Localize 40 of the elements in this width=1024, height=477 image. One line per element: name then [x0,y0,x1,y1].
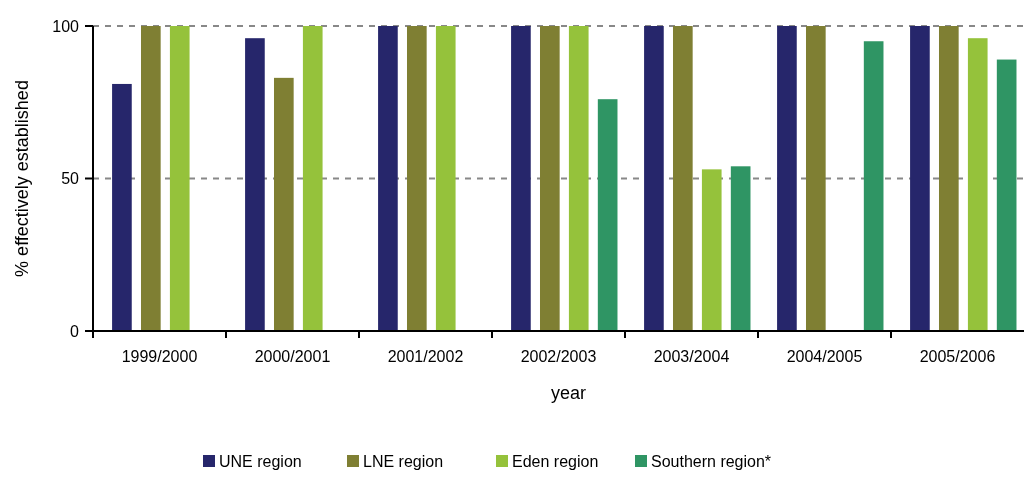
x-tick-label: 2004/2005 [786,348,863,365]
bar [274,77,294,331]
y-axis-title: % effectively established [12,80,32,277]
y-tick-label: 100 [52,17,80,35]
y-tick-label: 50 [61,170,80,188]
bar [435,26,456,331]
bar [939,26,959,331]
x-tick-label: 2005/2006 [919,348,996,365]
bar [673,26,693,331]
bar [996,59,1017,331]
bar [863,41,884,331]
bar [245,38,265,331]
x-axis-title: year [550,383,587,403]
bar [141,26,161,331]
bar [302,26,323,331]
bar [730,166,751,331]
bar [597,99,618,331]
bar [540,26,560,331]
bar [701,169,722,331]
x-tick-label: 1999/2000 [121,348,198,365]
bar [407,26,427,331]
bar [511,26,531,331]
bar [169,26,190,331]
bar [777,26,797,331]
legend-label: Eden region [512,453,599,470]
y-tick-label: 0 [70,322,80,340]
x-tick-label: 2001/2002 [387,348,464,365]
legend-label: Southern region* [651,453,772,470]
bar [967,38,988,331]
bar [910,26,930,331]
bar [378,26,398,331]
x-tick-label: 2002/2003 [520,348,597,365]
bar [112,83,132,331]
x-tick-label: 2003/2004 [653,348,730,365]
bar [568,26,589,331]
x-tick-label: 2000/2001 [254,348,331,365]
bar [644,26,664,331]
bar [806,26,826,331]
legend-label: UNE region [219,453,302,470]
legend-label: LNE region [363,453,444,470]
